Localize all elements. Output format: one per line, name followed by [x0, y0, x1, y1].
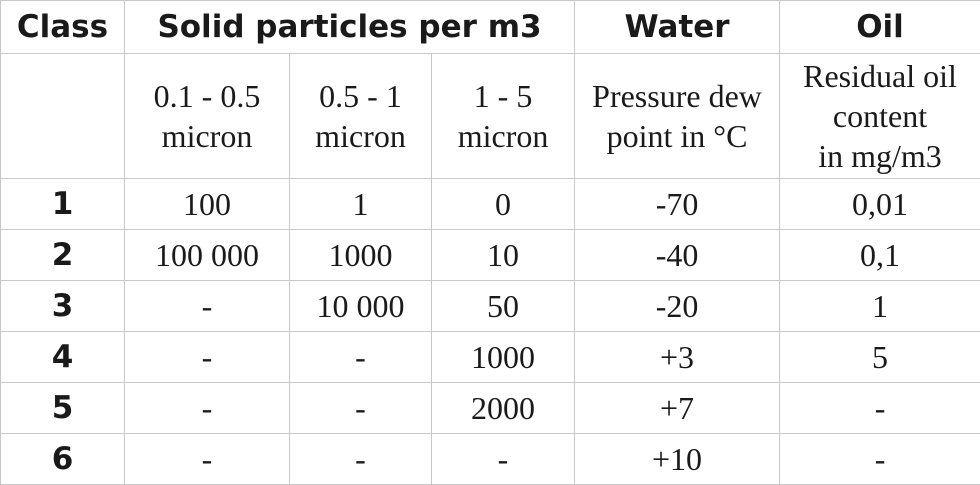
cell-oil-content: 1: [780, 281, 980, 332]
subheader-size-1-5: 1 - 5 micron: [432, 54, 575, 179]
table-row: 1 100 1 0 -70 0,01: [1, 179, 980, 230]
cell-dew-point: +10: [575, 434, 780, 485]
subheader-row: 0.1 - 0.5 micron 0.5 - 1 micron 1 - 5 mi…: [1, 54, 980, 179]
cell-particles-1-5: 50: [432, 281, 575, 332]
cell-particles-0-1-0-5: -: [125, 434, 290, 485]
cell-oil-content: 0,1: [780, 230, 980, 281]
subheader-residual-oil-label: Residual oil content in mg/m3: [780, 56, 980, 176]
cell-class: 6: [1, 434, 125, 485]
header-solid-particles: Solid particles per m3: [125, 1, 575, 54]
cell-particles-1-5: 10: [432, 230, 575, 281]
cell-particles-0-1-0-5: 100 000: [125, 230, 290, 281]
cell-particles-0-5-1: -: [290, 434, 432, 485]
cell-oil-content: -: [780, 383, 980, 434]
subheader-dew-point: Pressure dew point in °C: [575, 54, 780, 179]
cell-particles-1-5: 1000: [432, 332, 575, 383]
subheader-size-1-5-label: 1 - 5 micron: [432, 76, 574, 156]
table-row: 3 - 10 000 50 -20 1: [1, 281, 980, 332]
cell-particles-0-5-1: 1: [290, 179, 432, 230]
subheader-size-0-5-1-label: 0.5 - 1 micron: [290, 76, 431, 156]
cell-particles-0-5-1: -: [290, 383, 432, 434]
cell-class: 2: [1, 230, 125, 281]
subheader-size-0-1-0-5: 0.1 - 0.5 micron: [125, 54, 290, 179]
cell-particles-0-1-0-5: -: [125, 281, 290, 332]
cell-particles-1-5: 2000: [432, 383, 575, 434]
table-row: 6 - - - +10 -: [1, 434, 980, 485]
cell-particles-0-1-0-5: -: [125, 383, 290, 434]
subheader-class-empty: [1, 54, 125, 179]
header-water: Water: [575, 1, 780, 54]
subheader-size-0-5-1: 0.5 - 1 micron: [290, 54, 432, 179]
cell-class: 5: [1, 383, 125, 434]
cell-particles-0-1-0-5: 100: [125, 179, 290, 230]
cell-particles-0-5-1: -: [290, 332, 432, 383]
cell-oil-content: 5: [780, 332, 980, 383]
header-oil: Oil: [780, 1, 980, 54]
cell-class: 3: [1, 281, 125, 332]
subheader-dew-point-label: Pressure dew point in °C: [575, 76, 779, 156]
header-class: Class: [1, 1, 125, 54]
cell-dew-point: +3: [575, 332, 780, 383]
header-row: Class Solid particles per m3 Water Oil: [1, 1, 980, 54]
subheader-size-0-1-0-5-label: 0.1 - 0.5 micron: [125, 76, 289, 156]
cell-particles-0-5-1: 10 000: [290, 281, 432, 332]
cell-dew-point: -20: [575, 281, 780, 332]
cell-dew-point: -70: [575, 179, 780, 230]
cell-particles-1-5: -: [432, 434, 575, 485]
table-row: 4 - - 1000 +3 5: [1, 332, 980, 383]
table-row: 2 100 000 1000 10 -40 0,1: [1, 230, 980, 281]
cell-dew-point: -40: [575, 230, 780, 281]
subheader-residual-oil: Residual oil content in mg/m3: [780, 54, 980, 179]
table-row: 5 - - 2000 +7 -: [1, 383, 980, 434]
cell-dew-point: +7: [575, 383, 780, 434]
cell-particles-1-5: 0: [432, 179, 575, 230]
cell-oil-content: 0,01: [780, 179, 980, 230]
cell-particles-0-5-1: 1000: [290, 230, 432, 281]
cell-oil-content: -: [780, 434, 980, 485]
cell-class: 4: [1, 332, 125, 383]
cell-particles-0-1-0-5: -: [125, 332, 290, 383]
cell-class: 1: [1, 179, 125, 230]
